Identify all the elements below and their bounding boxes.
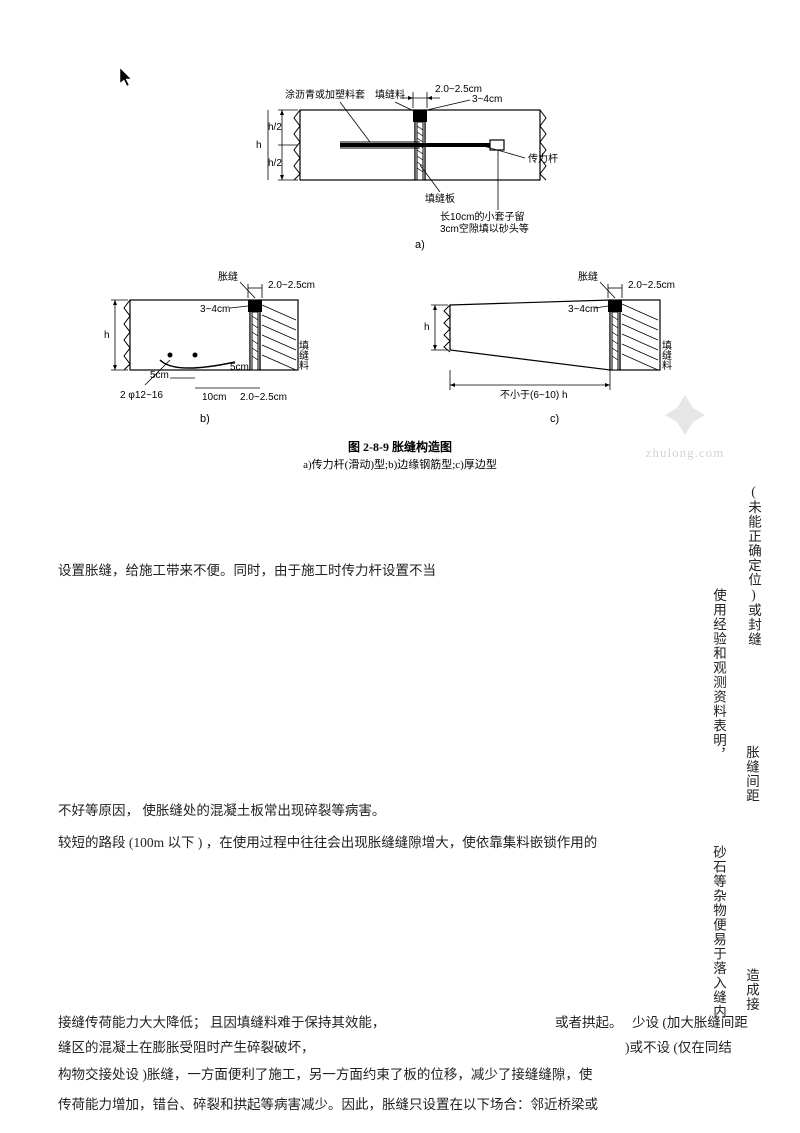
body-line-5b: )或不设 (仅在同结 <box>625 1035 732 1061</box>
svg-text:胀缝: 胀缝 <box>578 270 598 283</box>
svg-text:填缝料: 填缝料 <box>375 88 405 101</box>
svg-text:3~4cm: 3~4cm <box>200 304 230 315</box>
body-line-4: 接缝传荷能力大大降低； 且因填缝料难于保持其效能， <box>58 1010 385 1036</box>
side-text-3: 砂石等杂物便易于落入缝内 <box>712 845 726 1019</box>
svg-text:3~4cm: 3~4cm <box>568 304 598 315</box>
svg-text:5cm: 5cm <box>230 362 249 373</box>
svg-text:h/2: h/2 <box>268 122 282 133</box>
svg-text:长10cm的小套子留: 长10cm的小套子留 <box>440 210 524 223</box>
body-line-2: 不好等原因， 使胀缝处的混凝土板常出现碎裂等病害。 <box>58 798 385 824</box>
figure-diagrams: 2.0~2.5cm 3~4cm 涂沥青或加塑料套 填缝料 传力杆 填缝板 长10… <box>90 70 710 450</box>
svg-text:a): a) <box>415 239 425 251</box>
svg-text:h: h <box>256 140 262 151</box>
side-text-1: (未能正确定位)或封缝 <box>746 484 760 647</box>
svg-text:h: h <box>424 322 430 333</box>
svg-text:3~4cm: 3~4cm <box>472 94 502 105</box>
svg-text:传力杆: 传力杆 <box>528 152 558 165</box>
svg-text:2.0~2.5cm: 2.0~2.5cm <box>628 280 675 291</box>
body-line-7: 传荷能力增加，错台、碎裂和拱起等病害减少。因此，胀缝只设置在以下场合：邻近桥梁或 <box>58 1092 598 1118</box>
side-text-3b: 造成接 <box>744 968 758 1012</box>
body-line-1: 设置胀缝，给施工带来不便。同时，由于施工时传力杆设置不当 <box>58 558 436 584</box>
svg-text:胀缝: 胀缝 <box>218 270 238 283</box>
svg-text:h/2: h/2 <box>268 158 282 169</box>
figure-caption: 图 2-8-9 胀缝构造图 <box>0 438 800 455</box>
svg-text:10cm: 10cm <box>202 392 226 403</box>
diagram-b: 胀缝 2.0~2.5cm 3~4cm 填缝料 h 2 φ12~16 5cm 10… <box>104 270 315 425</box>
svg-text:2.0~2.5cm: 2.0~2.5cm <box>268 280 315 291</box>
side-text-2: 使用经验和观测资料表明， <box>712 588 726 762</box>
side-text-2b: 胀缝间距 <box>744 745 758 803</box>
svg-text:c): c) <box>550 413 559 425</box>
figure-subcaption: a)传力杆(滑动)型;b)边缘钢筋型;c)厚边型 <box>0 456 800 472</box>
svg-text:填缝料: 填缝料 <box>660 339 672 371</box>
expansion-joint-diagram: 2.0~2.5cm 3~4cm 涂沥青或加塑料套 填缝料 传力杆 填缝板 长10… <box>90 70 710 450</box>
svg-text:2.0~2.5cm: 2.0~2.5cm <box>240 392 287 403</box>
svg-text:填缝料: 填缝料 <box>297 339 309 371</box>
svg-text:不小于(6~10) h: 不小于(6~10) h <box>500 389 568 401</box>
body-line-4c: 少设 (加大胀缝间距 <box>632 1010 748 1036</box>
svg-text:3cm空隙填以砂头等: 3cm空隙填以砂头等 <box>440 222 529 235</box>
svg-text:2 φ12~16: 2 φ12~16 <box>120 390 163 401</box>
body-line-6: 构物交接处设 )胀缝，一方面便利了施工，另一方面约束了板的位移，减少了接缝缝隙，… <box>58 1062 592 1088</box>
diagram-a: 2.0~2.5cm 3~4cm 涂沥青或加塑料套 填缝料 传力杆 填缝板 长10… <box>256 84 558 251</box>
cursor-icon <box>120 68 136 88</box>
svg-text:填缝板: 填缝板 <box>425 192 455 205</box>
svg-text:涂沥青或加塑料套: 涂沥青或加塑料套 <box>285 88 365 101</box>
svg-text:b): b) <box>200 413 210 425</box>
body-line-4b: 或者拱起。 <box>555 1010 623 1036</box>
body-line-3: 较短的路段 (100m 以下 ) ，在使用过程中往往会出现胀缝缝隙增大，使依靠集… <box>58 830 597 856</box>
body-line-5: 缝区的混凝土在膨胀受阻时产生碎裂破坏， <box>58 1035 315 1061</box>
svg-text:h: h <box>104 330 110 341</box>
svg-text:5cm: 5cm <box>150 370 169 381</box>
